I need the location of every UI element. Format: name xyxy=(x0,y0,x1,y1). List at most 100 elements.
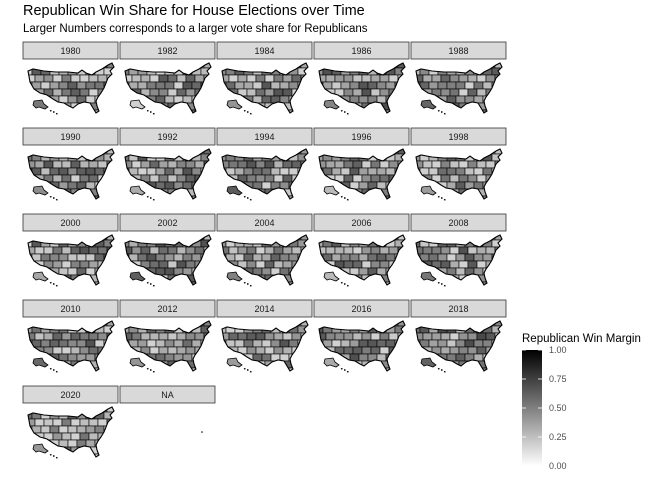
us-outline xyxy=(318,148,406,200)
state-region xyxy=(237,321,248,327)
alaska-region xyxy=(420,357,437,368)
state-region xyxy=(300,360,308,369)
state-region xyxy=(467,88,478,97)
state-region xyxy=(494,102,502,111)
facet-label: 2014 xyxy=(254,304,274,314)
state-region xyxy=(40,367,51,371)
state-region xyxy=(28,407,36,413)
state-region xyxy=(367,339,378,348)
state-region xyxy=(361,63,372,69)
state-region xyxy=(155,109,166,113)
state-region xyxy=(282,149,293,155)
state-region xyxy=(131,149,142,155)
state-region xyxy=(431,321,442,327)
state-region xyxy=(70,160,81,169)
state-region xyxy=(164,181,175,190)
state-region xyxy=(125,353,130,362)
state-region xyxy=(394,267,405,276)
state-region xyxy=(79,246,90,255)
state-region xyxy=(203,274,211,283)
state-region xyxy=(182,353,193,362)
state-region xyxy=(388,360,399,369)
state-region xyxy=(176,88,187,97)
state-region xyxy=(473,109,484,113)
state-region xyxy=(331,253,342,262)
state-region xyxy=(200,95,211,104)
state-region xyxy=(379,160,390,169)
us-map xyxy=(415,148,503,201)
state-region xyxy=(131,235,142,241)
state-region xyxy=(349,109,360,113)
state-region xyxy=(473,81,484,90)
state-region xyxy=(194,360,205,369)
state-region xyxy=(243,339,254,348)
state-region xyxy=(67,195,78,199)
us-map xyxy=(124,62,212,115)
state-region xyxy=(279,181,290,190)
state-region xyxy=(43,407,54,413)
state-region xyxy=(222,153,227,162)
facet-strip xyxy=(313,127,410,146)
state-region xyxy=(234,81,245,90)
state-region xyxy=(255,235,266,241)
state-region xyxy=(76,167,87,176)
state-region xyxy=(222,239,227,248)
state-region xyxy=(476,174,487,183)
state-region xyxy=(464,367,475,371)
state-region xyxy=(279,81,290,90)
state-region xyxy=(361,346,372,355)
state-region xyxy=(173,195,184,199)
state-region xyxy=(79,321,90,327)
state-region xyxy=(458,74,469,83)
state-region xyxy=(467,235,478,241)
state-region xyxy=(416,63,424,69)
state-region xyxy=(76,453,87,457)
state-region xyxy=(185,63,196,69)
state-region xyxy=(185,174,196,183)
state-region xyxy=(343,188,354,197)
state-region xyxy=(270,367,281,371)
facet-label: 1988 xyxy=(448,46,468,56)
state-region xyxy=(149,346,160,355)
state-region xyxy=(167,63,178,69)
state-region xyxy=(88,260,99,269)
state-region xyxy=(94,425,105,434)
facet-panel: 2010 xyxy=(22,299,119,373)
state-region xyxy=(185,88,196,97)
state-region xyxy=(106,446,114,455)
alaska-region xyxy=(226,271,243,282)
state-region xyxy=(234,367,245,371)
state-region xyxy=(491,95,502,104)
state-region xyxy=(106,432,114,441)
state-region xyxy=(343,274,354,283)
us-map xyxy=(221,62,309,115)
state-region xyxy=(264,260,275,269)
state-region xyxy=(28,453,33,457)
state-region xyxy=(252,339,263,348)
state-region xyxy=(416,153,421,162)
facet-panel: 1992 xyxy=(119,127,216,201)
state-region xyxy=(352,149,363,155)
hawaii-region xyxy=(243,367,252,373)
state-region xyxy=(385,81,396,90)
state-region xyxy=(149,149,160,155)
facet-label: 1994 xyxy=(254,132,274,142)
legend-tick-label: 1.00 xyxy=(549,345,567,355)
state-region xyxy=(76,425,87,434)
state-region xyxy=(88,432,99,441)
legend-colorbar xyxy=(522,350,542,466)
state-region xyxy=(446,339,457,348)
state-region xyxy=(70,88,81,97)
us-outline xyxy=(221,320,309,372)
state-region xyxy=(40,281,51,285)
facet-strip xyxy=(410,213,507,232)
state-region xyxy=(28,88,36,97)
state-region xyxy=(40,253,51,262)
state-region xyxy=(28,260,36,269)
state-region xyxy=(164,325,175,334)
facet-label: 1998 xyxy=(448,132,468,142)
state-region xyxy=(273,332,284,341)
state-region xyxy=(52,446,63,455)
state-region xyxy=(79,102,90,111)
state-region xyxy=(455,353,466,362)
